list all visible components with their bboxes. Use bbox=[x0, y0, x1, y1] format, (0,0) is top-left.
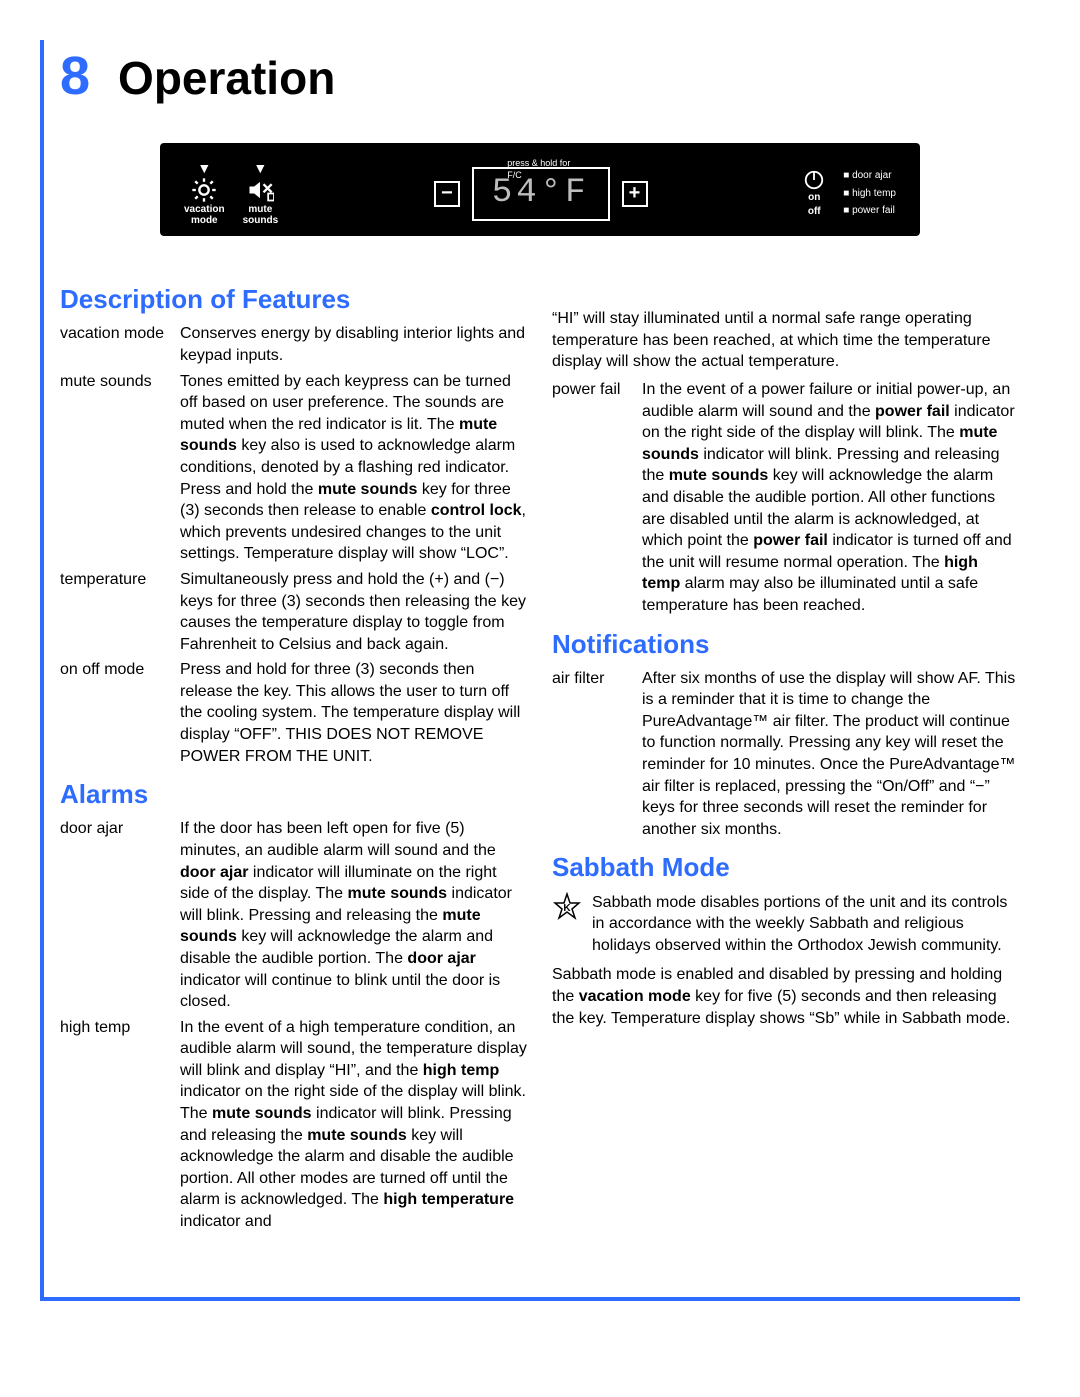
alarm-power-fail-text: In the event of a power failure or initi… bbox=[642, 379, 1020, 617]
chapter-number: 8 bbox=[60, 40, 90, 113]
feature-mute-label: mute sounds bbox=[60, 371, 170, 565]
feature-vacation-text: Conserves energy by disabling interior l… bbox=[180, 323, 528, 366]
speaker-mute-icon bbox=[246, 176, 274, 204]
feature-temperature: temperature Simultaneously press and hol… bbox=[60, 569, 528, 655]
temperature-control-group: − press & hold for F/C 54°F + bbox=[434, 167, 648, 221]
alarm-high-temp-continued: “HI” will stay illuminated until a norma… bbox=[552, 308, 1020, 373]
heading-sabbath: Sabbath Mode bbox=[552, 850, 1020, 885]
chapter-header: 8 Operation bbox=[60, 40, 1020, 113]
sun-icon bbox=[190, 176, 218, 204]
mute-label-1: mute bbox=[248, 204, 272, 215]
alarm-door-ajar: door ajar If the door has been left open… bbox=[60, 818, 528, 1012]
indicator-power-fail: power fail bbox=[843, 204, 896, 218]
right-column: “HI” will stay illuminated until a norma… bbox=[552, 272, 1020, 1236]
left-column: Description of Features vacation mode Co… bbox=[60, 272, 528, 1236]
svg-text:K: K bbox=[563, 903, 571, 914]
alarm-power-fail-label: power fail bbox=[552, 379, 632, 617]
alarm-power-fail: power fail In the event of a power failu… bbox=[552, 379, 1020, 617]
vacation-label-2: mode bbox=[191, 215, 218, 226]
indicator-high-temp: high temp bbox=[843, 187, 896, 201]
notification-air-filter: air ﬁlter After six months of use the di… bbox=[552, 668, 1020, 841]
left-blue-rule bbox=[40, 40, 44, 1297]
bottom-blue-rule bbox=[40, 1297, 1020, 1301]
alarm-door-ajar-text: If the door has been left open for ﬁve (… bbox=[180, 818, 528, 1012]
mute-label-2: sounds bbox=[243, 215, 279, 226]
star-k-icon: K bbox=[552, 892, 582, 922]
notification-air-filter-label: air ﬁlter bbox=[552, 668, 632, 841]
lcd-hint: press & hold for F/C bbox=[507, 157, 574, 181]
feature-temperature-text: Simultaneously press and hold the (+) an… bbox=[180, 569, 528, 655]
feature-vacation-label: vacation mode bbox=[60, 323, 170, 366]
alarm-high-temp-label: high temp bbox=[60, 1017, 170, 1233]
indicator-door-ajar: door ajar bbox=[843, 169, 896, 183]
down-triangle-icon: ▼ bbox=[253, 161, 267, 176]
feature-vacation: vacation mode Conserves energy by disabl… bbox=[60, 323, 528, 366]
plus-button: + bbox=[622, 181, 648, 207]
vacation-label-1: vacation bbox=[184, 204, 225, 215]
indicator-list: door ajar high temp power fail bbox=[843, 169, 896, 218]
power-icon bbox=[803, 169, 825, 191]
notification-air-filter-text: After six months of use the display will… bbox=[642, 668, 1020, 841]
heading-alarms: Alarms bbox=[60, 777, 528, 812]
on-label: on bbox=[808, 191, 820, 205]
alarm-high-temp-text: In the event of a high temperature condi… bbox=[180, 1017, 528, 1233]
vacation-mode-button: ▼ vacation mode bbox=[184, 161, 225, 226]
feature-onoff-label: on off mode bbox=[60, 659, 170, 767]
mute-sounds-button: ▼ mute sounds bbox=[243, 161, 279, 226]
temperature-display: press & hold for F/C 54°F bbox=[472, 167, 610, 221]
control-panel-figure: ▼ vacation mode ▼ mute sounds − press & … bbox=[160, 143, 920, 236]
alarm-door-ajar-label: door ajar bbox=[60, 818, 170, 1012]
alarm-high-temp: high temp In the event of a high tempera… bbox=[60, 1017, 528, 1233]
heading-features: Description of Features bbox=[60, 282, 528, 317]
feature-temperature-label: temperature bbox=[60, 569, 170, 655]
on-off-button: on off bbox=[803, 169, 825, 218]
feature-mute-text: Tones emitted by each keypress can be tu… bbox=[180, 371, 528, 565]
sabbath-intro-row: K Sabbath mode disables portions of the … bbox=[552, 892, 1020, 957]
feature-onoff-text: Press and hold for three (3) seconds the… bbox=[180, 659, 528, 767]
chapter-title: Operation bbox=[118, 47, 335, 109]
down-triangle-icon: ▼ bbox=[197, 161, 211, 176]
feature-onoff: on off mode Press and hold for three (3)… bbox=[60, 659, 528, 767]
sabbath-intro-text: Sabbath mode disables portions of the un… bbox=[592, 892, 1020, 957]
heading-notifications: Notifications bbox=[552, 627, 1020, 662]
feature-mute: mute sounds Tones emitted by each keypre… bbox=[60, 371, 528, 565]
sabbath-body-text: Sabbath mode is enabled and disabled by … bbox=[552, 964, 1020, 1029]
off-label: off bbox=[808, 205, 821, 219]
minus-button: − bbox=[434, 181, 460, 207]
